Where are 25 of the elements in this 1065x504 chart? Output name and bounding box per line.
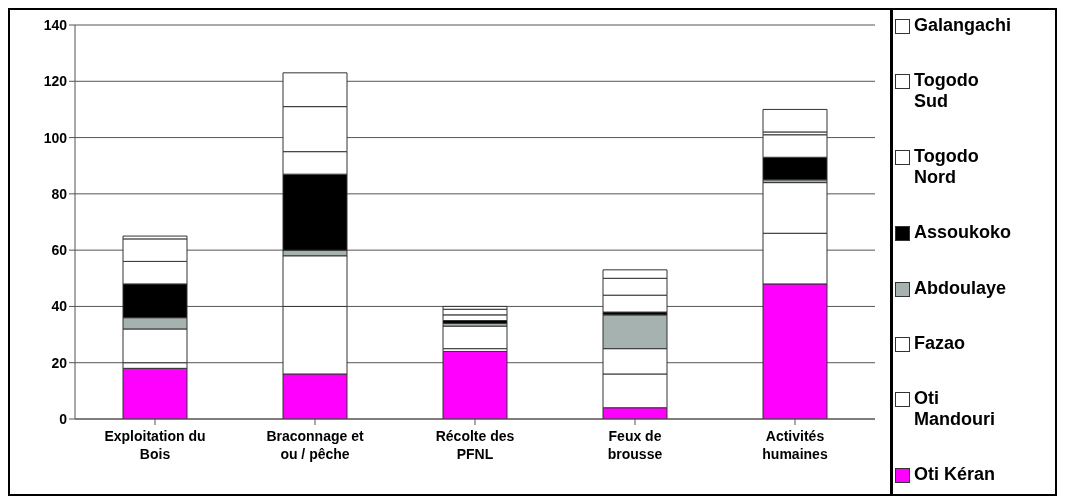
legend-label: Togodo Nord <box>914 146 980 189</box>
legend-label: Fazao <box>914 332 966 354</box>
y-tick-label: 120 <box>43 73 68 90</box>
x-tick-label: Exploitation du Bois <box>104 428 206 462</box>
x-tick-label: Récolte des PFNL <box>435 428 515 462</box>
legend-label: Togodo Sud <box>914 70 980 113</box>
legend-label: Oti Kéran <box>914 463 997 485</box>
legend-label: Assoukoko <box>914 222 1013 244</box>
bar <box>122 367 188 419</box>
legend-label: Oti Mandouri <box>914 387 996 430</box>
x-tick-label: Braconnage et ou / pêche <box>266 428 364 462</box>
legend-label: Galangachi <box>914 15 1013 36</box>
bar <box>442 325 508 350</box>
bar <box>762 108 828 133</box>
legend-label: Abdoulaye <box>914 277 1007 299</box>
x-tick-label: Activités humaines <box>762 428 828 462</box>
y-tick-label: 40 <box>51 298 68 315</box>
x-tick-label: Feux de brousse <box>607 428 663 462</box>
bar <box>442 350 508 419</box>
y-tick-label: 0 <box>59 410 68 427</box>
y-tick-label: 60 <box>51 242 68 259</box>
y-tick-label: 80 <box>51 185 68 202</box>
y-tick-label: 100 <box>43 129 68 146</box>
y-tick-label: 140 <box>43 16 68 33</box>
y-tick-label: 20 <box>51 354 68 371</box>
